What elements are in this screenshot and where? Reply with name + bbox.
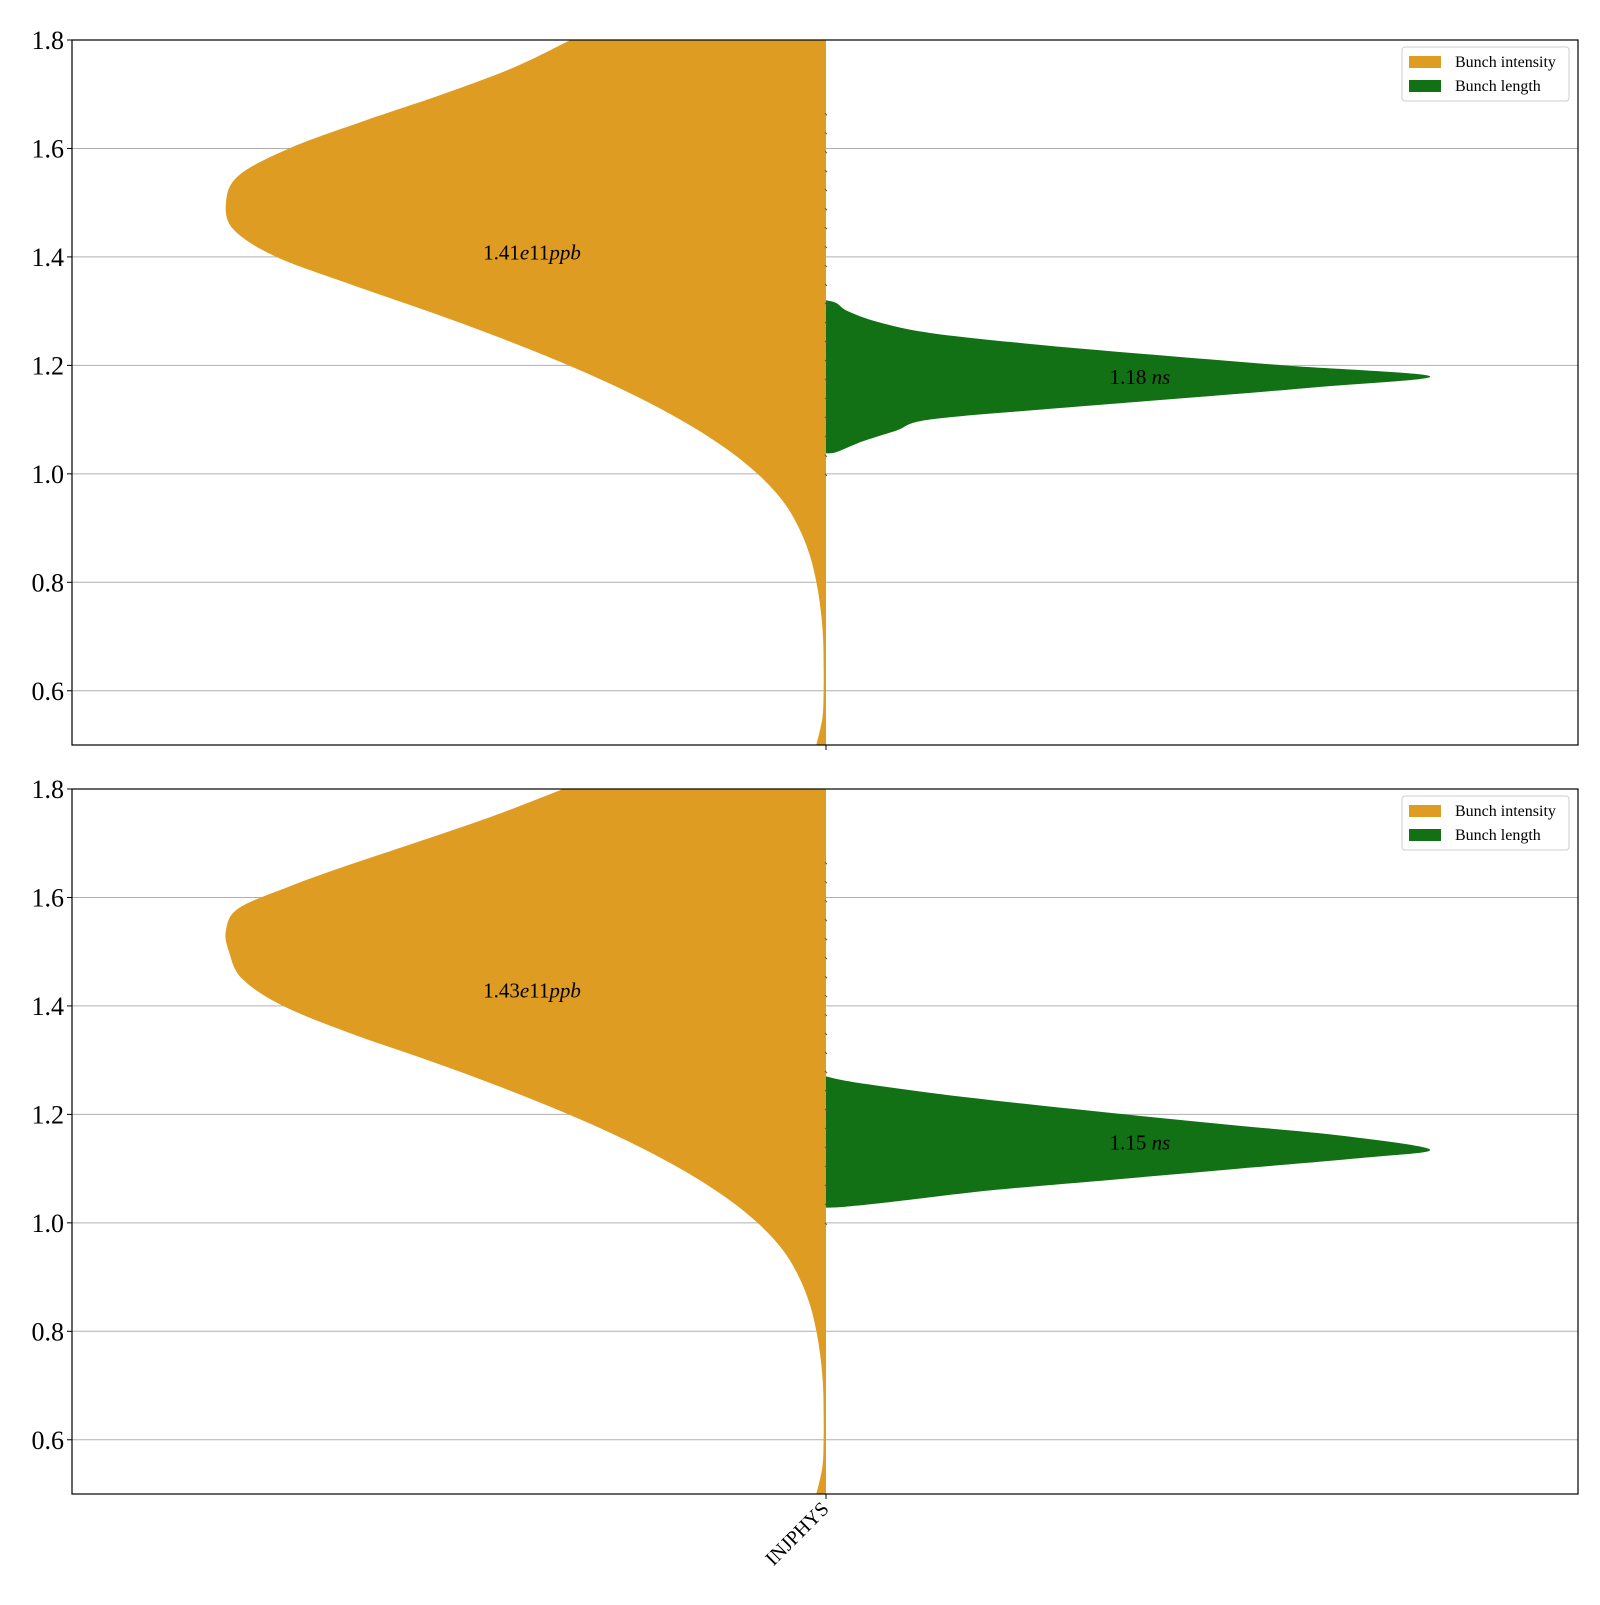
panel-2-frame — [71, 788, 1579, 1495]
median-tick — [824, 1108, 828, 1112]
legend-label-length: Bunch length — [1455, 827, 1541, 844]
legend-swatch-intensity — [1409, 805, 1441, 817]
median-tick — [824, 861, 828, 865]
median-tick — [824, 1203, 828, 1207]
panel-2-violins — [225, 789, 1431, 1494]
violin-length — [826, 300, 1431, 454]
median-tick — [824, 321, 828, 325]
median-tick — [824, 994, 828, 998]
median-tick — [824, 880, 828, 884]
median-tick — [824, 1184, 828, 1188]
violin-intensity — [225, 40, 826, 745]
median-tick — [824, 1222, 828, 1226]
ytick-label-0.8: 0.8 — [32, 568, 65, 597]
violin-length — [826, 1076, 1431, 1208]
ytick-label-0.8: 0.8 — [32, 1317, 65, 1346]
ytick-label-1.0: 1.0 — [32, 1209, 65, 1238]
median-tick — [824, 340, 828, 344]
median-tick — [824, 226, 828, 230]
legend-label-intensity: Bunch intensity — [1455, 54, 1556, 71]
median-tick — [824, 975, 828, 979]
median-tick — [824, 150, 828, 154]
xtick-label: INJPHYS — [761, 1498, 833, 1570]
median-tick — [824, 264, 828, 268]
median-tick — [824, 1070, 828, 1074]
median-tick — [824, 112, 828, 116]
median-tick — [824, 397, 828, 401]
violin-intensity — [225, 789, 827, 1494]
median-tick — [824, 1146, 828, 1150]
median-tick — [824, 956, 828, 960]
panel-1-legend: Bunch intensity Bunch length — [1401, 46, 1570, 102]
median-tick — [824, 131, 828, 135]
legend-label-length: Bunch length — [1455, 78, 1541, 95]
median-tick — [824, 1051, 828, 1055]
legend-swatch-length — [1409, 829, 1441, 841]
legend-label-intensity: Bunch intensity — [1455, 803, 1556, 820]
median-tick — [824, 188, 828, 192]
ytick-label-1.0: 1.0 — [32, 460, 65, 489]
panel-1-violins — [225, 40, 1431, 745]
median-tick — [824, 1013, 828, 1017]
ytick-label-0.6: 0.6 — [32, 677, 65, 706]
panel-2-legend: Bunch intensity Bunch length — [1401, 795, 1570, 851]
median-tick — [824, 416, 828, 420]
median-tick — [824, 359, 828, 363]
median-tick — [824, 918, 828, 922]
median-tick — [824, 937, 828, 941]
median-tick — [824, 435, 828, 439]
median-tick — [824, 1127, 828, 1131]
median-tick — [824, 302, 828, 306]
legend-swatch-intensity — [1409, 56, 1441, 68]
ytick-label-1.2: 1.2 — [32, 351, 65, 380]
median-tick — [824, 454, 828, 458]
legend-box — [1401, 795, 1570, 851]
median-tick — [824, 207, 828, 211]
median-tick — [824, 245, 828, 249]
median-tick — [824, 1089, 828, 1093]
ytick-label-1.2: 1.2 — [32, 1100, 65, 1129]
ytick-label-1.8: 1.8 — [32, 26, 65, 55]
median-tick — [824, 473, 828, 477]
ytick-label-1.8: 1.8 — [32, 775, 65, 804]
annotation-length: 1.15 ns — [1110, 1131, 1171, 1155]
median-tick — [824, 1165, 828, 1169]
ytick-label-1.6: 1.6 — [32, 883, 65, 912]
legend-swatch-length — [1409, 80, 1441, 92]
median-tick — [824, 899, 828, 903]
panel-2: 1.43e11ppb 1.15 ns 0.6 0.8 1.0 1.2 1.4 1.6 1.8 IN… — [32, 775, 1579, 1570]
annotation-intensity: 1.43e11ppb — [483, 979, 581, 1003]
ytick-label-1.4: 1.4 — [32, 243, 65, 272]
median-tick — [824, 283, 828, 287]
median-tick — [824, 1032, 828, 1036]
legend-box — [1401, 46, 1570, 102]
panel-1: 1.41e11ppb 1.18 ns 0.6 0.8 1.0 1.2 1.4 1.6 1.8 Bu… — [32, 26, 1579, 750]
ytick-label-0.6: 0.6 — [32, 1426, 65, 1455]
annotation-intensity: 1.41e11ppb — [483, 241, 581, 265]
ytick-label-1.6: 1.6 — [32, 134, 65, 163]
median-tick — [824, 169, 828, 173]
panel-1-frame — [71, 39, 1579, 746]
median-tick — [824, 378, 828, 382]
annotation-length: 1.18 ns — [1110, 365, 1171, 389]
ytick-label-1.4: 1.4 — [32, 992, 65, 1021]
